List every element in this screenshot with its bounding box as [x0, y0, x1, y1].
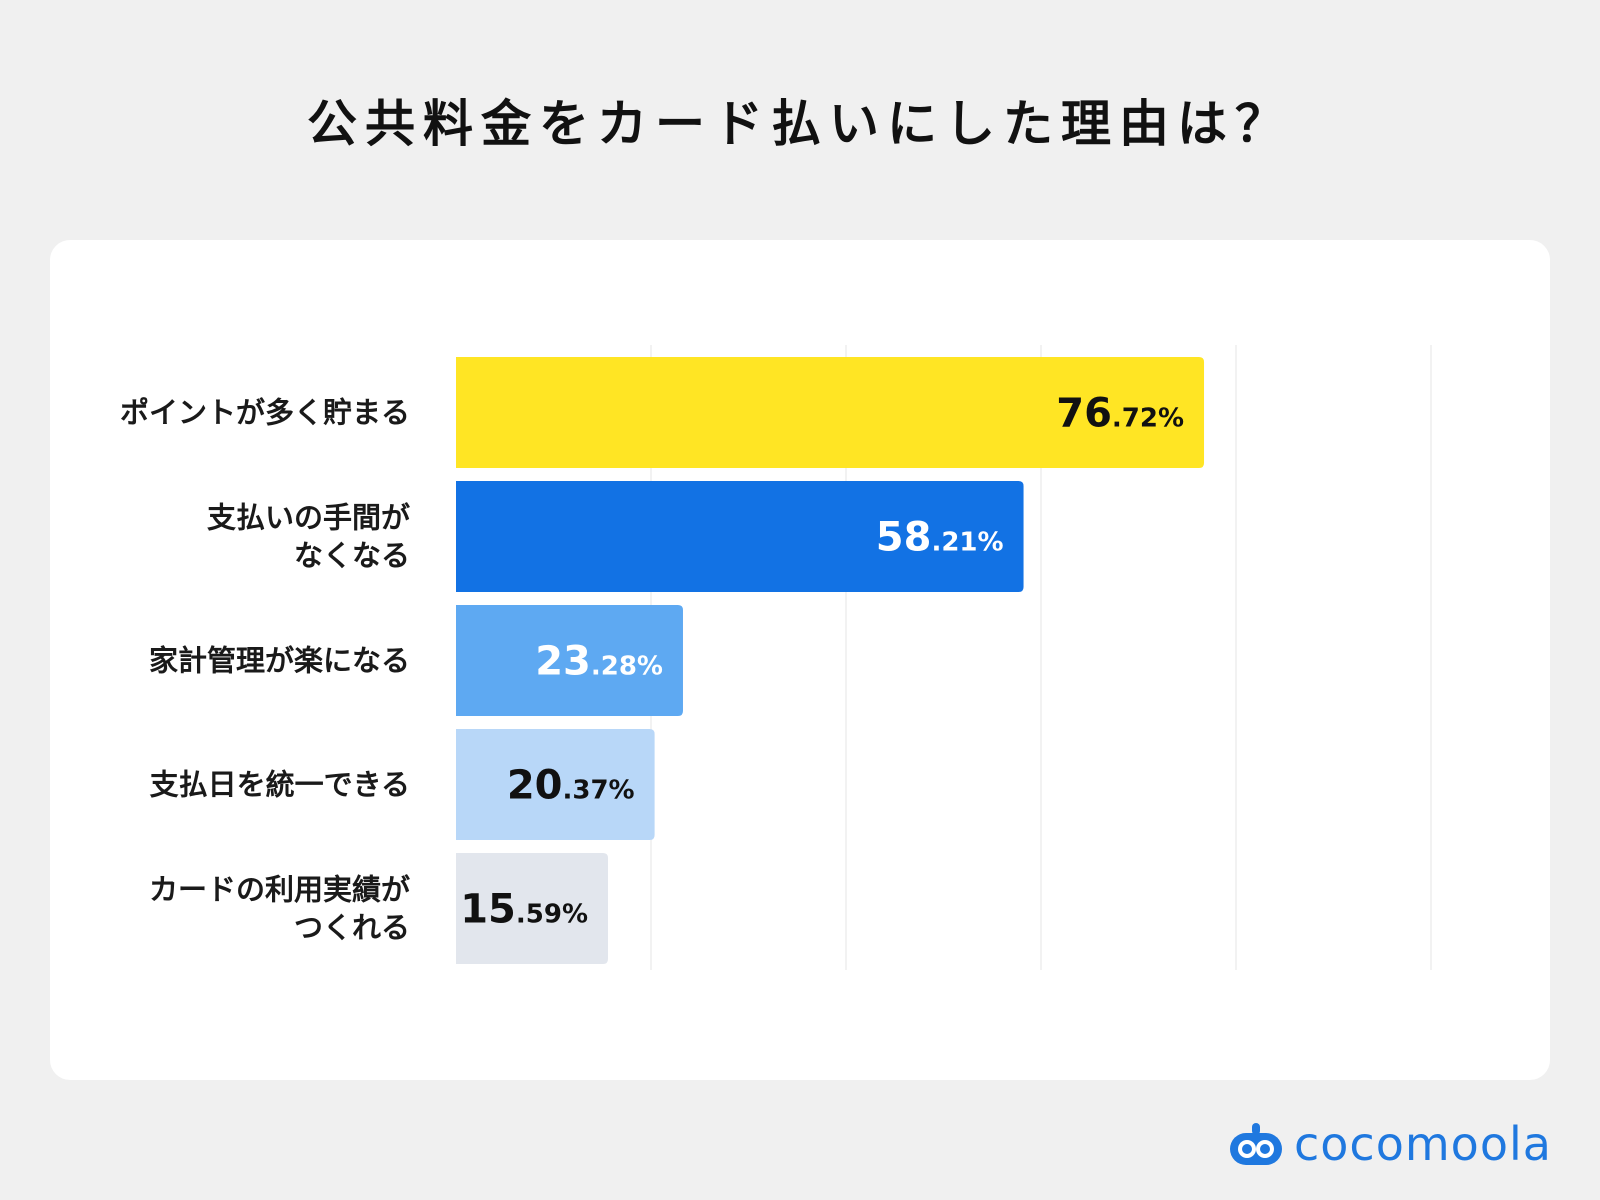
- brand-name: cocomoola: [1294, 1117, 1552, 1171]
- category-label: 家計管理が楽になる: [149, 644, 410, 678]
- bar: [456, 605, 683, 716]
- cocomoola-logo-icon: [1230, 1123, 1282, 1165]
- value-label: 58.21%: [876, 515, 1004, 561]
- value-label: 23.28%: [535, 639, 663, 685]
- category-label: 支払日を統一できる: [150, 768, 410, 802]
- value-label: 15.59%: [460, 887, 588, 933]
- category-label: なくなる: [294, 539, 410, 573]
- category-label: カードの利用実績が: [149, 873, 410, 907]
- value-label: 20.37%: [507, 763, 635, 809]
- bar: [456, 357, 1205, 468]
- bar: [456, 729, 655, 840]
- chart-card: ポイントが多く貯まる 76.72% 支払いの手間がなくなる 58.21% 家計管理が楽に…: [50, 240, 1550, 1080]
- chart-title: 公共料金をカード払いにした理由は？: [307, 95, 1293, 153]
- bar: [456, 481, 1024, 592]
- value-label: 76.72%: [1056, 391, 1184, 437]
- bar: [456, 853, 609, 964]
- category-label: つくれる: [294, 911, 410, 945]
- brand-logo: cocomoola: [1228, 1117, 1552, 1171]
- category-label: 支払いの手間が: [207, 501, 410, 535]
- category-label: ポイントが多く貯まる: [120, 396, 410, 430]
